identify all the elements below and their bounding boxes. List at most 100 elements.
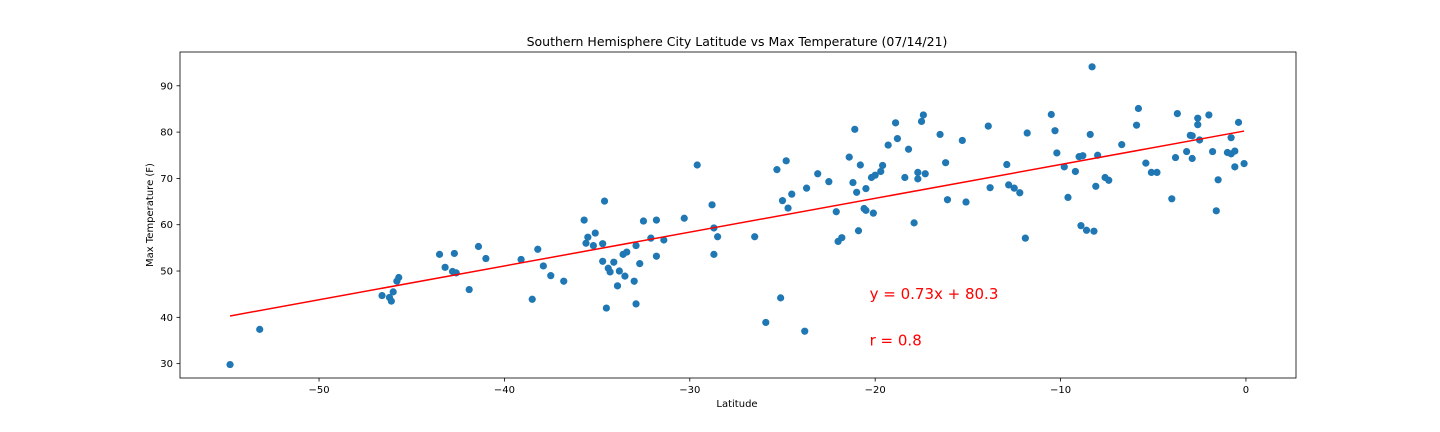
data-point xyxy=(825,178,833,186)
data-point xyxy=(778,197,787,205)
data-point xyxy=(256,325,264,333)
data-point xyxy=(851,125,859,133)
data-point xyxy=(474,242,483,251)
x-axis: −50 −40 −30 −20 −10 0 xyxy=(308,378,1249,396)
data-point xyxy=(802,184,811,192)
data-point xyxy=(801,327,809,335)
data-point xyxy=(1047,110,1055,119)
data-point xyxy=(878,161,887,170)
data-point xyxy=(942,159,950,167)
data-point xyxy=(943,196,952,204)
data-point xyxy=(914,175,922,183)
data-point xyxy=(919,111,927,119)
data-point xyxy=(1208,147,1217,156)
data-point xyxy=(1168,195,1176,203)
data-point xyxy=(1021,234,1029,242)
data-point xyxy=(862,185,870,193)
data-point xyxy=(1134,104,1143,113)
data-point xyxy=(901,173,909,182)
data-point xyxy=(986,184,994,192)
data-point xyxy=(1153,168,1161,176)
data-point xyxy=(838,234,846,242)
y-tick-label: 50 xyxy=(160,267,173,278)
data-point xyxy=(389,288,397,296)
data-point xyxy=(600,197,609,205)
data-point xyxy=(1194,121,1202,129)
data-point xyxy=(632,300,640,308)
data-point xyxy=(762,318,770,327)
data-points xyxy=(226,63,1248,369)
data-point xyxy=(450,249,458,258)
data-point xyxy=(441,263,449,271)
data-point xyxy=(853,188,861,196)
data-point xyxy=(1082,226,1091,234)
data-point xyxy=(660,236,668,244)
plot-area-frame xyxy=(179,51,1297,379)
data-point xyxy=(1051,127,1059,135)
data-point xyxy=(1234,118,1243,126)
data-point xyxy=(958,136,966,145)
data-point xyxy=(904,145,913,153)
data-point xyxy=(693,161,701,169)
data-point xyxy=(539,262,547,270)
data-point xyxy=(884,141,892,149)
data-point xyxy=(528,295,536,303)
data-point xyxy=(1173,109,1181,118)
data-point xyxy=(580,216,588,224)
correlation-annotation: r = 0.8 xyxy=(870,331,922,349)
data-point xyxy=(560,277,568,285)
data-point xyxy=(751,233,759,241)
y-tick-label: 90 xyxy=(160,81,173,92)
data-point xyxy=(910,219,918,227)
data-point xyxy=(1092,182,1100,190)
data-point xyxy=(652,252,661,260)
x-tick-label: −30 xyxy=(679,385,700,396)
data-point xyxy=(599,257,607,265)
data-point xyxy=(784,204,792,212)
data-point xyxy=(832,208,840,216)
data-point xyxy=(1003,160,1011,169)
data-point xyxy=(814,170,822,178)
data-point xyxy=(856,161,864,169)
data-point xyxy=(1060,163,1068,171)
data-point xyxy=(582,239,590,247)
data-point xyxy=(591,229,599,237)
data-point xyxy=(1194,114,1202,122)
data-point xyxy=(984,122,992,130)
data-point xyxy=(435,250,444,258)
data-point xyxy=(226,360,234,369)
data-point xyxy=(395,273,403,282)
x-tick-label: −10 xyxy=(1050,385,1071,396)
data-point xyxy=(936,130,944,139)
data-point xyxy=(917,117,926,126)
data-point xyxy=(891,119,900,127)
data-point xyxy=(1188,154,1196,163)
data-point xyxy=(630,277,638,285)
data-point xyxy=(1231,147,1239,155)
data-point xyxy=(1118,141,1126,149)
data-point xyxy=(602,304,610,312)
data-point xyxy=(708,201,716,209)
data-point xyxy=(589,241,598,250)
data-point xyxy=(1227,134,1235,142)
data-point xyxy=(1077,222,1085,230)
data-point xyxy=(1214,176,1222,184)
data-point xyxy=(1171,153,1180,162)
x-tick-label: −40 xyxy=(494,385,515,396)
y-tick-label: 80 xyxy=(160,128,173,139)
y-tick-label: 30 xyxy=(160,359,173,370)
data-point xyxy=(1231,163,1239,171)
x-axis-label: Latitude xyxy=(716,399,757,410)
data-point xyxy=(777,294,785,302)
data-point xyxy=(710,250,718,258)
data-point xyxy=(613,282,622,290)
data-point xyxy=(893,134,902,143)
data-point xyxy=(1023,129,1031,137)
data-point xyxy=(517,255,525,264)
data-point xyxy=(1105,176,1113,184)
regression-equation-annotation: y = 0.73x + 80.3 xyxy=(870,285,999,303)
data-point xyxy=(632,241,640,250)
